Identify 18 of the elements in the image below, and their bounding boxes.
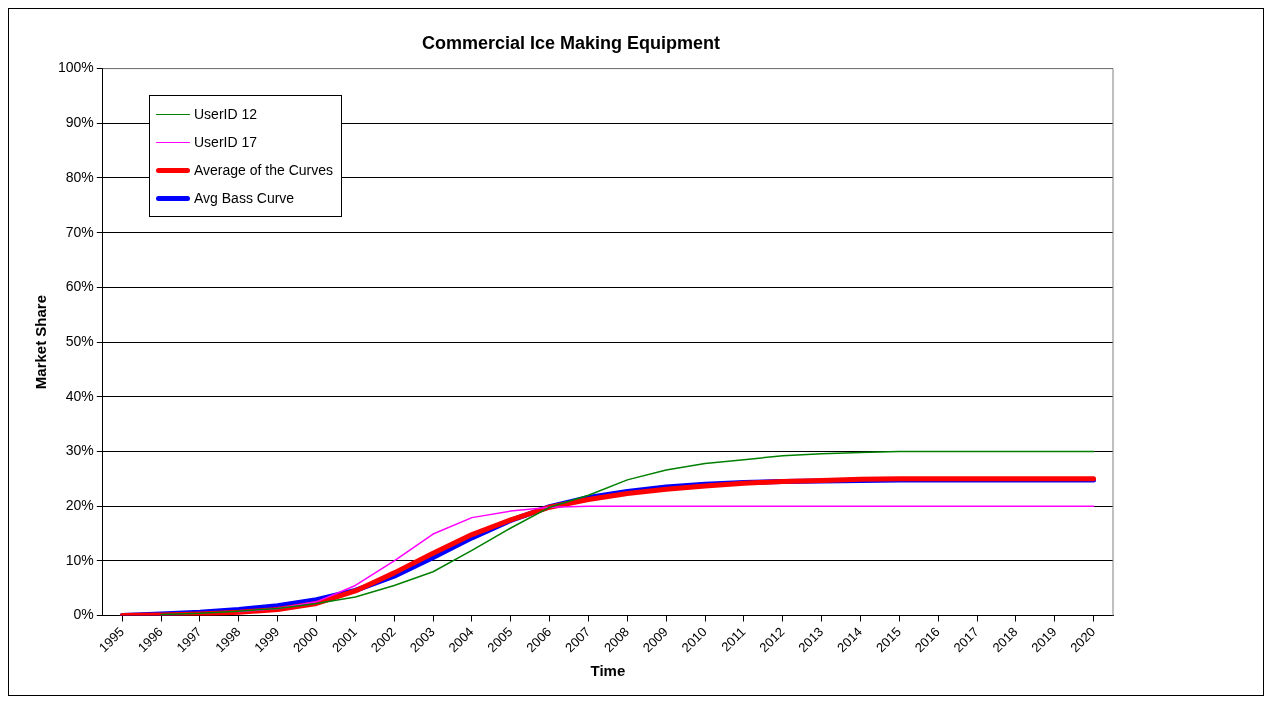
legend-label: UserID 17	[194, 134, 258, 150]
y-tick-label: 80%	[65, 168, 94, 185]
y-axis-title: Market Share	[32, 294, 50, 390]
y-tick-label: 70%	[65, 223, 94, 240]
y-tick-label: 60%	[65, 278, 94, 295]
x-axis-title: Time	[590, 662, 626, 680]
y-tick-label: 0%	[73, 606, 94, 623]
legend-label: UserID 12	[194, 106, 258, 122]
legend-label: Avg Bass Curve	[194, 190, 295, 206]
y-tick-label: 10%	[65, 551, 94, 568]
y-tick-label: 20%	[65, 497, 94, 513]
y-tick-label: 100%	[57, 59, 94, 76]
legend-label: Average of the Curves	[194, 162, 334, 178]
y-tick-label: 50%	[65, 332, 94, 349]
chart-title: Commercial Ice Making Equipment	[421, 32, 721, 53]
y-tick-label: 30%	[65, 442, 94, 459]
y-tick-label: 90%	[65, 114, 94, 131]
y-tick-label: 40%	[65, 387, 94, 404]
